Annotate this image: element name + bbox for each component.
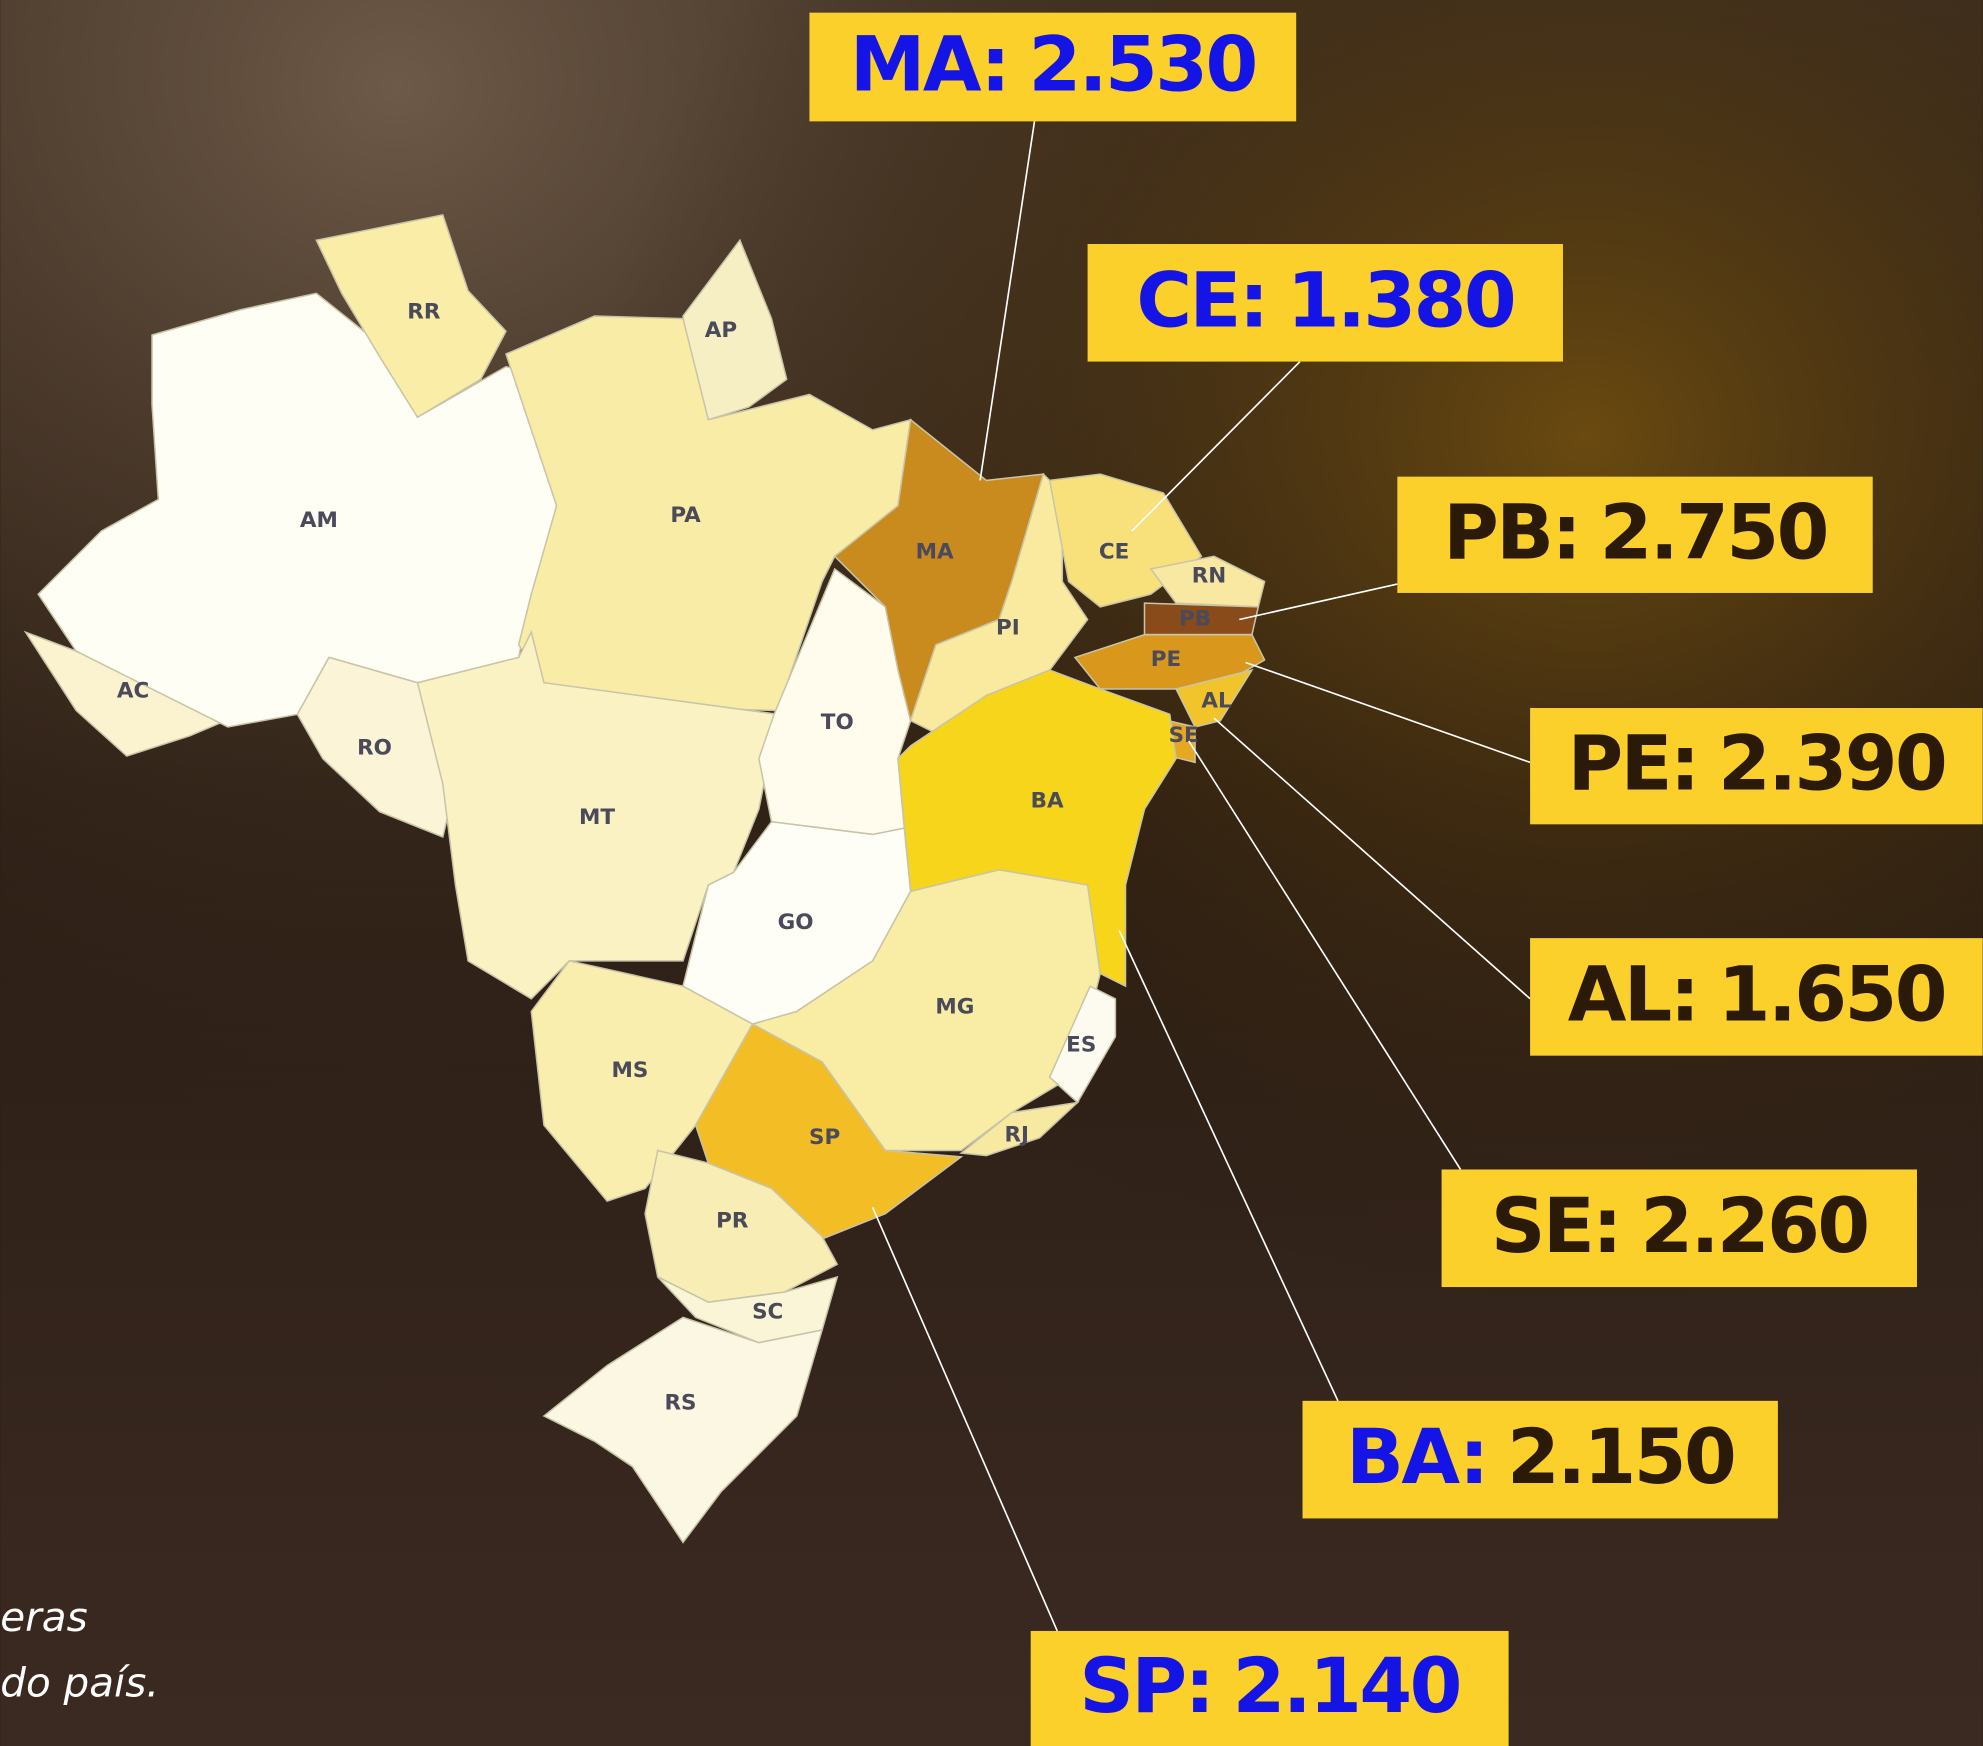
- state-label: RN: [1192, 564, 1227, 589]
- infographic: AC AM RR AP PA RO MT TO MA PI CE RN PB PE ALSE BA GO MS MG…: [0, 0, 1983, 1746]
- callout-text: BA:2.150: [1346, 1413, 1734, 1501]
- state-label: AC: [117, 679, 149, 704]
- callout-text: MA:2.530: [850, 21, 1256, 109]
- state-label: RJ: [1005, 1122, 1030, 1147]
- callout-text: SE:2.260: [1491, 1182, 1868, 1270]
- state-label: PB: [1179, 607, 1211, 632]
- callout-text: CE:1.380: [1136, 256, 1514, 344]
- callout-value: 2.150: [1507, 1413, 1734, 1501]
- callout-state: PE:: [1568, 720, 1698, 808]
- callout-value: 2.390: [1718, 720, 1945, 808]
- callout-state: MA:: [850, 21, 1008, 109]
- state-label: RS: [664, 1390, 696, 1415]
- callout-state: SP:: [1079, 1642, 1212, 1730]
- state-label: PA: [670, 503, 701, 528]
- callout-text: PB:2.750: [1443, 488, 1827, 576]
- state-label: MS: [611, 1058, 648, 1083]
- state-label: CE: [1099, 539, 1129, 564]
- state-label: SC: [752, 1299, 783, 1324]
- state-label: BA: [1031, 789, 1064, 814]
- callout-state: BA:: [1346, 1413, 1487, 1501]
- callout-value: 1.380: [1287, 256, 1514, 344]
- state-label: AP: [705, 318, 737, 343]
- callout-value: 2.750: [1600, 488, 1827, 576]
- state-label: MA: [916, 539, 954, 564]
- state-label: SP: [809, 1125, 840, 1150]
- state-label: AL: [1201, 689, 1232, 714]
- callout-state: AL:: [1568, 950, 1698, 1038]
- callout-value: 2.530: [1028, 21, 1255, 109]
- state-label: ES: [1066, 1033, 1096, 1058]
- callout-text: SP:2.140: [1079, 1642, 1459, 1730]
- callout-value: 2.140: [1233, 1642, 1460, 1730]
- state-label: RO: [357, 735, 392, 760]
- caption-line: do país.: [0, 1659, 159, 1707]
- state-label: PE: [1151, 647, 1181, 672]
- state-label: MG: [935, 995, 974, 1020]
- callout-text: AL:1.650: [1568, 950, 1945, 1038]
- state-label: PI: [996, 615, 1020, 640]
- callout-state: PB:: [1443, 488, 1579, 576]
- state-label: GO: [778, 910, 814, 935]
- state-label: AM: [300, 508, 338, 533]
- state-label: TO: [821, 710, 854, 735]
- callout-state: CE:: [1136, 256, 1266, 344]
- caption-line: eras: [0, 1593, 87, 1641]
- callout-text: PE:2.390: [1568, 720, 1946, 808]
- callout-value: 2.260: [1640, 1182, 1867, 1270]
- page: AC AM RR AP PA RO MT TO MA PI CE RN PB PE ALSE BA GO MS MG…: [0, 0, 1983, 1746]
- state-label: MT: [579, 805, 615, 830]
- callout-state: SE:: [1491, 1182, 1620, 1270]
- callout-value: 1.650: [1718, 950, 1945, 1038]
- state-label: RR: [407, 299, 441, 324]
- state-label: SE: [1169, 723, 1199, 748]
- state-label: PR: [716, 1208, 749, 1233]
